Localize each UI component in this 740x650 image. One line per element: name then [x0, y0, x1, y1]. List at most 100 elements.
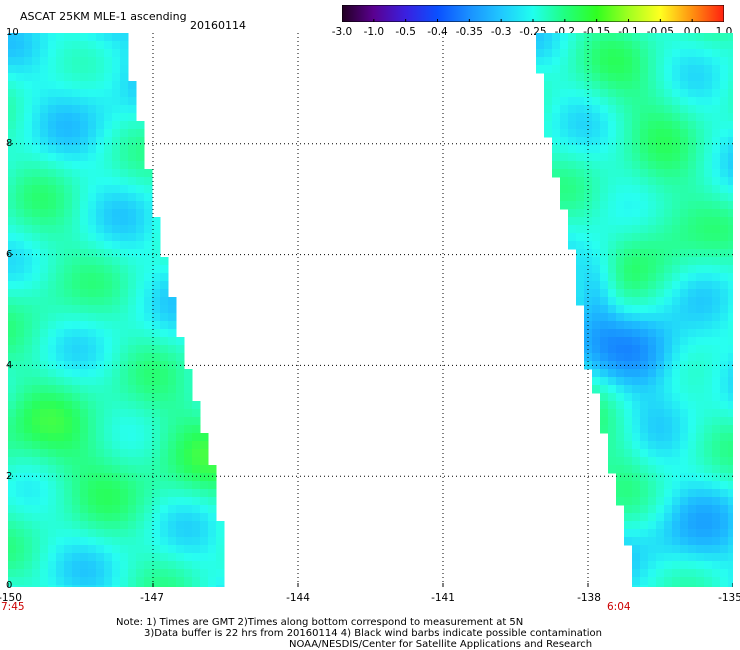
wind-cell	[664, 81, 673, 90]
wind-cell	[712, 257, 721, 266]
wind-cell	[96, 209, 105, 218]
colorbar-label: -0.25	[519, 26, 547, 38]
wind-cell	[112, 289, 121, 298]
wind-cell	[16, 401, 25, 410]
wind-cell	[16, 505, 25, 514]
wind-cell	[704, 65, 713, 74]
wind-cell	[608, 273, 617, 282]
wind-cell	[200, 521, 209, 530]
wind-cell	[80, 313, 89, 322]
wind-cell	[616, 65, 625, 74]
wind-cell	[40, 145, 49, 154]
wind-cell	[192, 465, 201, 474]
wind-cell	[576, 265, 585, 274]
wind-cell	[112, 177, 121, 186]
wind-cell	[608, 465, 617, 474]
wind-cell	[688, 313, 697, 322]
wind-cell	[144, 225, 153, 234]
wind-cell	[624, 177, 633, 186]
wind-cell	[632, 129, 641, 138]
wind-cell	[720, 473, 729, 482]
wind-cell	[32, 449, 41, 458]
wind-cell	[8, 273, 17, 282]
wind-cell	[592, 345, 601, 354]
wind-cell	[688, 129, 697, 138]
wind-cell	[128, 401, 137, 410]
wind-cell	[104, 385, 113, 394]
wind-cell	[664, 297, 673, 306]
wind-cell	[152, 345, 161, 354]
wind-cell	[208, 473, 217, 482]
wind-cell	[592, 377, 601, 386]
wind-cell	[112, 145, 121, 154]
wind-cell	[648, 105, 657, 114]
wind-cell	[720, 561, 729, 570]
wind-cell	[720, 457, 729, 466]
wind-cell	[632, 97, 641, 106]
wind-cell	[200, 457, 209, 466]
wind-cell	[88, 393, 97, 402]
wind-cell	[144, 521, 153, 530]
wind-cell	[96, 281, 105, 290]
wind-cell	[16, 201, 25, 210]
wind-cell	[16, 273, 25, 282]
wind-cell	[624, 393, 633, 402]
wind-cell	[96, 33, 105, 42]
wind-cell	[728, 529, 733, 538]
wind-cell	[56, 329, 65, 338]
wind-cell	[208, 489, 217, 498]
wind-cell	[56, 49, 65, 58]
wind-cell	[704, 433, 713, 442]
wind-cell	[96, 521, 105, 530]
wind-cell	[88, 233, 97, 242]
wind-cell	[688, 281, 697, 290]
wind-cell	[72, 433, 81, 442]
wind-cell	[104, 417, 113, 426]
wind-cell	[688, 441, 697, 450]
wind-cell	[728, 137, 733, 146]
wind-cell	[112, 121, 121, 130]
wind-cell	[40, 305, 49, 314]
wind-cell	[696, 521, 705, 530]
wind-cell	[608, 225, 617, 234]
wind-cell	[104, 89, 113, 98]
wind-cell	[656, 409, 665, 418]
wind-cell	[72, 481, 81, 490]
wind-cell	[144, 473, 153, 482]
wind-cell	[16, 129, 25, 138]
wind-cell	[64, 193, 73, 202]
wind-cell	[144, 457, 153, 466]
wind-cell	[48, 153, 57, 162]
wind-cell	[128, 129, 137, 138]
wind-cell	[24, 569, 33, 578]
wind-cell	[680, 41, 689, 50]
wind-cell	[136, 425, 145, 434]
wind-cell	[648, 441, 657, 450]
wind-cell	[32, 337, 41, 346]
wind-cell	[728, 433, 733, 442]
wind-cell	[712, 289, 721, 298]
y-tick-8: 8	[6, 138, 13, 149]
wind-cell	[88, 161, 97, 170]
wind-cell	[664, 329, 673, 338]
wind-cell	[24, 225, 33, 234]
wind-cell	[120, 145, 129, 154]
wind-cell	[616, 297, 625, 306]
wind-cell	[56, 385, 65, 394]
wind-cell	[32, 89, 41, 98]
wind-cell	[128, 249, 137, 258]
wind-cell	[160, 545, 169, 554]
wind-cell	[88, 329, 97, 338]
y-tick-10: 10	[6, 27, 19, 38]
note-line-3: NOAA/NESDIS/Center for Satellite Applica…	[289, 639, 593, 650]
wind-cell	[48, 217, 57, 226]
wind-cell	[728, 385, 733, 394]
wind-cell	[72, 457, 81, 466]
wind-cell	[672, 377, 681, 386]
wind-cell	[600, 57, 609, 66]
x-tick-138w: -138	[577, 592, 601, 604]
wind-cell	[552, 97, 561, 106]
wind-cell	[200, 537, 209, 546]
wind-cell	[632, 73, 641, 82]
wind-cell	[56, 441, 65, 450]
